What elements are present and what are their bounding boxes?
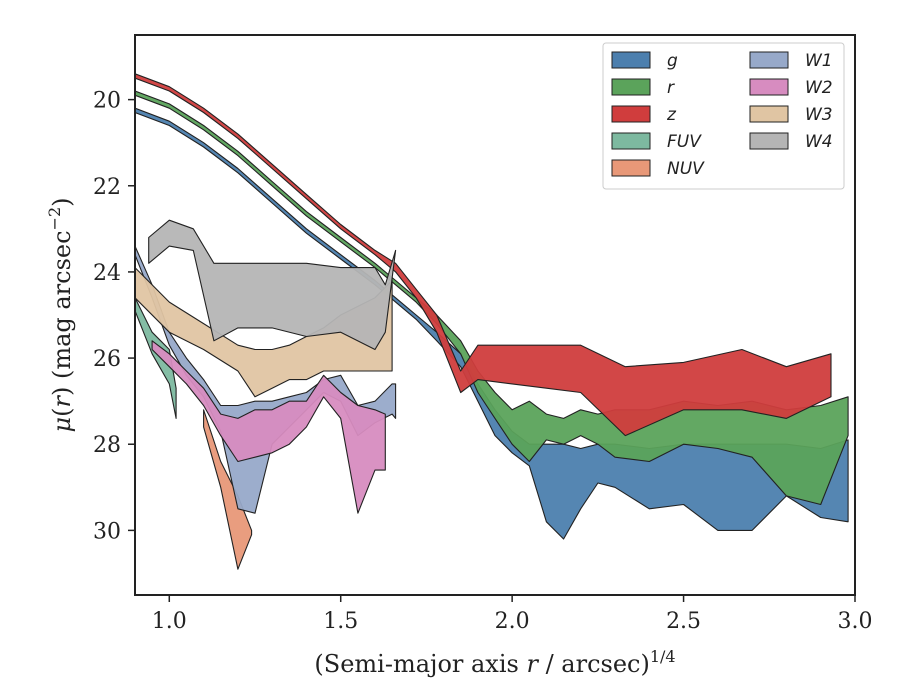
y-tick-label: 20 bbox=[93, 89, 121, 114]
y-axis-label: μ(r) (mag arcsec−2) bbox=[45, 197, 76, 432]
x-tick-label: 3.0 bbox=[838, 609, 873, 634]
legend-swatch-w1 bbox=[749, 51, 789, 69]
x-tick-label: 1.0 bbox=[152, 609, 187, 634]
series-band-w3 bbox=[135, 267, 393, 398]
x-axis: 1.0 1.5 2.0 2.5 3.0 bbox=[152, 595, 873, 634]
plot-frame bbox=[134, 34, 856, 596]
legend-label-fuv: FUV bbox=[667, 132, 702, 152]
legend-label-w4: W4 bbox=[805, 132, 833, 152]
legend-label-nuv: NUV bbox=[667, 159, 705, 179]
legend-label-w1: W1 bbox=[805, 51, 833, 71]
legend-swatch-nuv bbox=[611, 159, 651, 177]
legend-swatch-r bbox=[611, 78, 651, 96]
x-axis-label: (Semi-major axis r / arcsec)1/4 bbox=[314, 647, 675, 678]
series-band-nuv bbox=[203, 409, 253, 570]
legend-swatch-z bbox=[611, 105, 651, 123]
legend-label-r: r bbox=[667, 78, 675, 98]
series-layer bbox=[135, 73, 849, 570]
y-tick-label: 24 bbox=[93, 261, 121, 286]
legend-swatch-w2 bbox=[749, 78, 789, 96]
legend-swatch-fuv bbox=[611, 132, 651, 150]
y-tick-label: 26 bbox=[93, 347, 121, 372]
series-band-fuv bbox=[135, 297, 177, 419]
y-tick-label: 28 bbox=[93, 433, 121, 458]
x-tick-label: 1.5 bbox=[323, 609, 358, 634]
legend-label-w2: W2 bbox=[805, 78, 833, 98]
legend-label-w3: W3 bbox=[805, 105, 833, 125]
legend-swatch-g bbox=[611, 51, 651, 69]
y-tick-label: 30 bbox=[93, 519, 121, 544]
series-band-w2 bbox=[151, 340, 386, 514]
y-tick-label: 22 bbox=[93, 175, 121, 200]
series-band-w4 bbox=[148, 219, 397, 351]
x-tick-label: 2.5 bbox=[666, 609, 701, 634]
legend-label-z: z bbox=[666, 105, 677, 125]
legend-swatch-w4 bbox=[749, 132, 789, 150]
series-band-g bbox=[135, 107, 849, 540]
legend-label-g: g bbox=[667, 51, 678, 71]
series-band-z bbox=[135, 73, 832, 437]
legend-swatch-w3 bbox=[749, 105, 789, 123]
legend: grz FUV NUV W1 W2 W3 W4 bbox=[602, 42, 845, 190]
x-tick-label: 2.0 bbox=[495, 609, 530, 634]
y-axis: 20 22 24 26 28 30 bbox=[93, 89, 135, 544]
